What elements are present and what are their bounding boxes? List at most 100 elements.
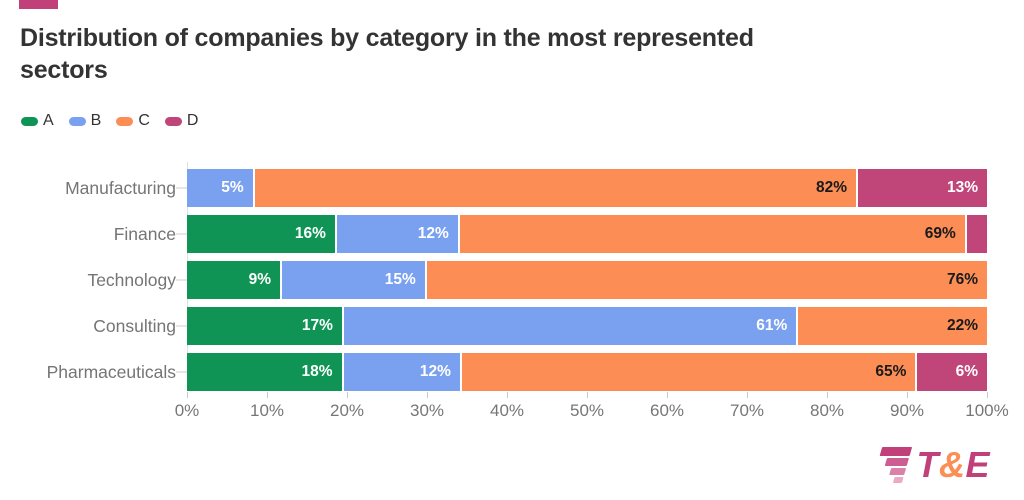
axis-tick-label: 90%	[889, 401, 925, 420]
axis-tick-label: 40%	[489, 401, 525, 420]
segment-value-label: 17%	[301, 317, 333, 334]
axis-tick-label: 100%	[965, 401, 1009, 420]
category-label: Consulting	[93, 316, 176, 336]
bar-segment-a: 9%	[187, 261, 281, 299]
logo: T&E	[874, 446, 990, 484]
legend-item: B	[68, 112, 102, 130]
axis-tick-label: 30%	[409, 401, 445, 420]
bar-segment-b: 61%	[341, 307, 797, 345]
axis-tick-label: 60%	[649, 401, 685, 420]
segment-value-label: 22%	[946, 317, 978, 334]
category-tick	[176, 371, 187, 373]
category-tick	[176, 233, 187, 235]
axis-tick-label: 80%	[809, 401, 845, 420]
axis-tick	[427, 392, 428, 398]
bar-segment-b: 15%	[280, 261, 425, 299]
axis-tick	[347, 392, 348, 398]
axis-tick-label: 50%	[569, 401, 605, 420]
axis-tick-label: 20%	[329, 401, 365, 420]
axis-tick	[187, 392, 188, 398]
legend-label: B	[90, 112, 102, 129]
bar-row: Consulting 17% 61% 22%	[0, 307, 987, 345]
category-label: Finance	[113, 224, 176, 244]
bar-segment-c: 65%	[459, 353, 916, 391]
bar-row: Pharmaceuticals 18% 12% 65% 6%	[0, 353, 987, 391]
chart-title-line-1: Distribution of companies by category in…	[20, 24, 754, 52]
bar-segment-d: 6%	[915, 353, 987, 391]
bar-segment-b: 12%	[334, 215, 458, 253]
segment-value-label: 6%	[955, 363, 978, 380]
axis-tick	[747, 392, 748, 398]
legend-label: D	[186, 112, 199, 129]
segment-value-label: 12%	[417, 225, 449, 242]
logo-letter-e: E	[965, 444, 990, 485]
logo-stripe	[885, 458, 910, 466]
axis-tick	[987, 392, 988, 398]
bar-segment-a: 17%	[187, 307, 342, 345]
legend-item: D	[164, 112, 199, 130]
x-axis: 0% 10% 20% 30% 40% 50% 60% 70% 80% 90% 100%	[175, 392, 1009, 426]
accent-bar	[19, 0, 58, 9]
bar-segment-d	[964, 215, 988, 253]
stacked-bar: 5% 82% 13%	[187, 169, 987, 207]
stacked-bar: 17% 61% 22%	[187, 307, 987, 345]
bar-segment-c: 22%	[796, 307, 987, 345]
legend-item: C	[116, 112, 150, 130]
axis-tick-label: 10%	[249, 401, 285, 420]
axis-tick	[267, 392, 268, 398]
logo-stripe	[880, 447, 913, 456]
legend: A B C D	[21, 112, 198, 130]
category-label: Manufacturing	[65, 178, 176, 198]
segment-value-label: 82%	[815, 179, 847, 196]
axis-tick	[907, 392, 908, 398]
logo-stripe	[889, 468, 907, 475]
legend-swatch	[116, 116, 134, 126]
bar-segment-c: 69%	[457, 215, 965, 253]
legend-swatch	[164, 116, 182, 126]
bar-row: Technology 9% 15% 76%	[0, 261, 988, 299]
segment-value-label: 5%	[221, 179, 244, 196]
stacked-bar-chart: Manufacturing 5% 82% 13% Finance 16% 12% 69% Tec…	[0, 162, 988, 391]
chart-title: Distribution of companies by category in…	[20, 22, 980, 86]
bar-row: Finance 16% 12% 69%	[0, 215, 988, 253]
segment-value-label: 12%	[419, 363, 451, 380]
bar-segment-c: 76%	[424, 261, 988, 299]
stacked-bar: 18% 12% 65% 6%	[187, 353, 987, 391]
axis-tick	[507, 392, 508, 398]
stacked-bar: 16% 12% 69%	[187, 215, 988, 253]
bar-rows: Manufacturing 5% 82% 13% Finance 16% 12% 69% Tec…	[0, 169, 988, 391]
segment-value-label: 13%	[946, 179, 978, 196]
segment-value-label: 61%	[756, 317, 788, 334]
legend-swatch	[68, 116, 86, 126]
logo-ampersand: &	[938, 444, 966, 485]
legend-item: A	[21, 112, 54, 130]
bar-segment-d: 13%	[855, 169, 987, 207]
logo-stripe	[893, 477, 905, 483]
axis-tick	[587, 392, 588, 398]
legend-label: A	[43, 112, 54, 129]
segment-value-label: 9%	[248, 271, 272, 288]
bar-segment-a: 16%	[187, 215, 335, 253]
segment-value-label: 15%	[384, 271, 416, 288]
axis-tick	[827, 392, 828, 398]
segment-value-label: 16%	[294, 225, 326, 242]
stacked-bar: 9% 15% 76%	[187, 261, 988, 299]
axis-tick-label: 0%	[174, 401, 200, 420]
bar-segment-c: 82%	[252, 169, 856, 207]
legend-swatch	[21, 116, 38, 126]
chart-title-line-2: sectors	[20, 56, 108, 84]
category-label: Technology	[87, 270, 176, 290]
category-label: Pharmaceuticals	[46, 362, 176, 382]
bar-segment-b: 12%	[341, 353, 460, 391]
axis-tick-label: 70%	[729, 401, 765, 420]
segment-value-label: 69%	[924, 225, 956, 242]
category-tick	[176, 325, 187, 327]
bar-segment-a: 18%	[187, 353, 342, 391]
logo-text: T&E	[916, 446, 990, 484]
bar-row: Manufacturing 5% 82% 13%	[0, 169, 987, 207]
bar-segment-b: 5%	[187, 169, 253, 207]
legend-label: C	[138, 112, 150, 129]
logo-letter-t: T	[916, 444, 939, 485]
segment-value-label: 18%	[301, 363, 333, 380]
logo-stripes-icon	[869, 446, 913, 484]
